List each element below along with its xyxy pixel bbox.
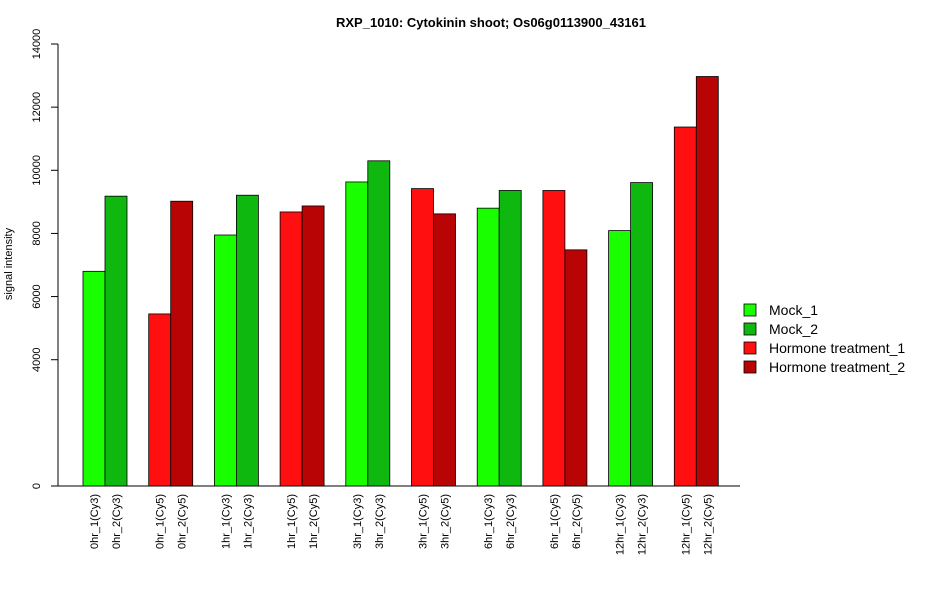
x-tick-label: 3hr_1(Cy5) xyxy=(418,494,430,549)
legend-label: Hormone treatment_2 xyxy=(769,359,905,375)
x-tick-label: 1hr_1(Cy3) xyxy=(220,494,232,549)
bar xyxy=(82,270,106,487)
legend-swatch xyxy=(743,303,757,317)
bar xyxy=(433,213,456,487)
x-tick-label: 3hr_2(Cy3) xyxy=(374,494,386,549)
x-tick-label: 3hr_1(Cy3) xyxy=(352,494,364,549)
bar xyxy=(279,211,303,487)
bar xyxy=(542,190,566,487)
x-tick-label: 12hr_1(Cy3) xyxy=(615,494,627,555)
bar xyxy=(148,313,172,487)
bar xyxy=(170,200,194,487)
x-tick-label: 0hr_2(Cy5) xyxy=(177,494,189,549)
bar xyxy=(630,182,653,487)
y-tick-label: 14000 xyxy=(31,29,43,60)
legend-label: Hormone treatment_1 xyxy=(769,340,905,356)
y-tick-label: 6000 xyxy=(31,284,43,308)
x-tick-label: 12hr_2(Cy5) xyxy=(702,494,714,555)
bar xyxy=(411,188,434,487)
bar xyxy=(235,194,259,487)
y-tick-label: 12000 xyxy=(31,92,43,123)
bar xyxy=(673,126,697,487)
bar xyxy=(104,195,128,487)
legend-swatch xyxy=(743,341,757,355)
bar xyxy=(213,234,237,487)
x-tick-label: 12hr_1(Cy5) xyxy=(680,494,692,555)
legend-label: Mock_2 xyxy=(769,321,818,337)
legend-swatch xyxy=(743,360,757,374)
x-tick-labels: 0hr_1(Cy3) 0hr_2(Cy3) 0hr_1(Cy5) 0hr_2(Cy5)… xyxy=(89,494,714,555)
bar xyxy=(498,190,522,487)
legend-label: Mock_1 xyxy=(769,302,818,318)
y-tick-label: 8000 xyxy=(31,221,43,245)
y-axis-label: signal intensity xyxy=(3,227,15,300)
x-tick-label: 0hr_1(Cy5) xyxy=(155,494,167,549)
x-tick-label: 0hr_1(Cy3) xyxy=(89,494,101,549)
bar xyxy=(301,205,325,487)
bar xyxy=(564,249,588,487)
legend-swatch xyxy=(743,322,757,336)
x-tick-label: 0hr_2(Cy3) xyxy=(111,494,123,549)
x-tick-label: 6hr_2(Cy5) xyxy=(571,494,583,549)
bar xyxy=(608,230,631,487)
x-tick-label: 6hr_1(Cy5) xyxy=(549,494,561,549)
bar xyxy=(476,207,500,487)
bar xyxy=(367,160,391,487)
x-tick-label: 12hr_2(Cy3) xyxy=(637,494,649,555)
x-tick-label: 6hr_1(Cy3) xyxy=(483,494,495,549)
x-tick-label: 3hr_2(Cy5) xyxy=(440,494,452,549)
y-tick-label: 4000 xyxy=(31,347,43,371)
chart-title: RXP_1010: Cytokinin shoot; Os06g0113900_… xyxy=(336,15,646,30)
y-axis: 0 4000 6000 8000 10000 12000 14000 xyxy=(31,29,59,489)
y-tick-label: 10000 xyxy=(31,155,43,186)
x-tick-label: 1hr_1(Cy5) xyxy=(286,494,298,549)
legend: Mock_1 Mock_2 Hormone treatment_1 Hormone t… xyxy=(743,302,905,375)
y-tick-label: 0 xyxy=(31,483,43,489)
bar xyxy=(695,76,719,487)
x-tick-label: 6hr_2(Cy3) xyxy=(505,494,517,549)
bars-group xyxy=(82,76,719,487)
x-tick-label: 1hr_2(Cy3) xyxy=(242,494,254,549)
x-tick-label: 1hr_2(Cy5) xyxy=(308,494,320,549)
bar xyxy=(345,181,369,487)
